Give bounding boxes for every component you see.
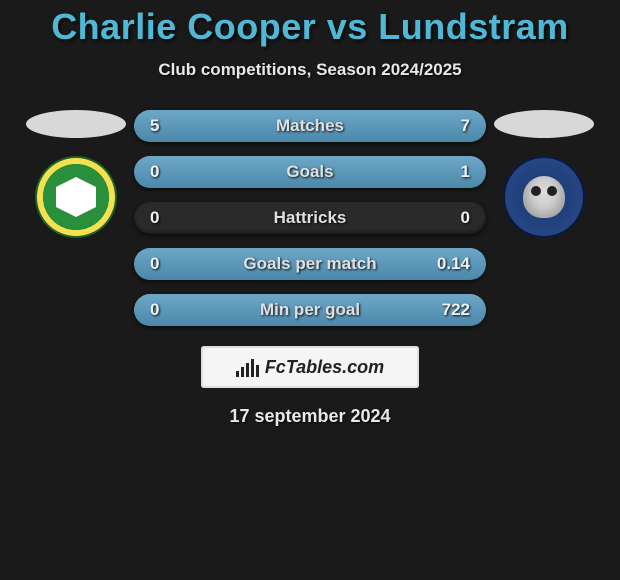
brand-text: FcTables.com	[265, 357, 384, 378]
page-title: Charlie Cooper vs Lundstram	[0, 6, 620, 48]
subtitle: Club competitions, Season 2024/2025	[0, 60, 620, 80]
stat-value-left: 5	[150, 116, 159, 136]
stat-value-left: 0	[150, 162, 159, 182]
brand-badge[interactable]: FcTables.com	[201, 346, 419, 388]
brand-bars-icon	[236, 357, 259, 377]
stat-label: Hattricks	[274, 208, 347, 228]
player-left-name-oval	[26, 110, 126, 138]
team-left-crest	[35, 156, 117, 238]
stat-label: Goals	[286, 162, 333, 182]
stat-value-right: 1	[461, 162, 470, 182]
stat-label: Goals per match	[243, 254, 376, 274]
stats-column: 5 Matches 7 0 Goals 1 0 Hattricks 0 0 Goals per ma…	[134, 110, 486, 326]
stat-value-right: 0.14	[437, 254, 470, 274]
team-right-column	[494, 110, 594, 238]
crest-shield-icon	[56, 177, 96, 217]
owl-icon	[523, 176, 565, 218]
stat-value-left: 0	[150, 254, 159, 274]
stat-value-left: 0	[150, 300, 159, 320]
stat-bar: 0 Min per goal 722	[134, 294, 486, 326]
stat-value-right: 7	[461, 116, 470, 136]
stat-bar: 5 Matches 7	[134, 110, 486, 142]
team-left-column	[26, 110, 126, 238]
stat-value-right: 722	[442, 300, 470, 320]
comparison-widget: Charlie Cooper vs Lundstram Club competi…	[0, 0, 620, 427]
stat-value-right: 0	[461, 208, 470, 228]
stat-bar: 0 Goals 1	[134, 156, 486, 188]
player-right-name-oval	[494, 110, 594, 138]
date-label: 17 september 2024	[0, 406, 620, 427]
stat-label: Matches	[276, 116, 344, 136]
main-row: 5 Matches 7 0 Goals 1 0 Hattricks 0 0 Goals per ma…	[0, 110, 620, 326]
stat-label: Min per goal	[260, 300, 360, 320]
stat-bar: 0 Goals per match 0.14	[134, 248, 486, 280]
team-right-crest	[503, 156, 585, 238]
stat-bar: 0 Hattricks 0	[134, 202, 486, 234]
stat-value-left: 0	[150, 208, 159, 228]
